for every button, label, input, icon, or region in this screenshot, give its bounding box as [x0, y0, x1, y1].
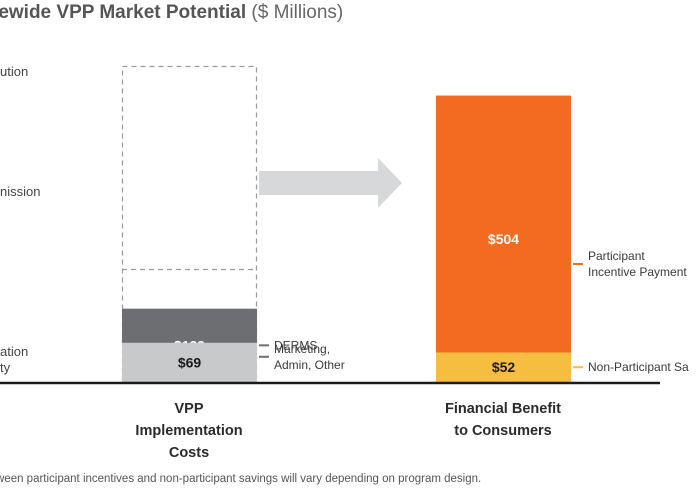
category-label-1-1: to Consumers — [454, 423, 552, 439]
left-label-transmission: nission — [0, 184, 41, 199]
segment-label-marketing-admin-other-1: Admin, Other — [274, 358, 345, 372]
segment-label-non-participant-savings-0: Non-Participant Sa — [588, 360, 689, 374]
left-label-distribution: ution — [0, 64, 29, 79]
data-label-non-participant-savings: $52 — [492, 359, 516, 375]
category-label-0-1: Implementation — [135, 423, 242, 439]
chart-title: tewide VPP Market Potential ($ Millions) — [0, 2, 343, 24]
category-label-0-2: Costs — [169, 445, 209, 461]
footnote: ween participant incentives and non-part… — [0, 473, 482, 485]
left-label-capacity: ty — [0, 360, 11, 375]
data-label-participant-incentive-payments: $504 — [488, 231, 519, 247]
transition-arrow — [259, 158, 402, 208]
category-label-0-0: VPP — [174, 401, 203, 417]
category-label-1-0: Financial Benefit — [445, 401, 561, 417]
segment-label-participant-incentive-payments-0: Participant — [588, 249, 645, 263]
segment-label-participant-incentive-payments-1: Incentive Payment — [588, 265, 687, 279]
title-unit: ($ Millions) — [251, 2, 344, 23]
bar-segment-non-participant-savings — [436, 352, 571, 382]
left-label-generation: ation — [0, 344, 29, 359]
segment-label-derms-0: DERMS — [274, 338, 317, 352]
segment-label-marketing-admin-other-0: Marketing, — [274, 342, 330, 356]
title-text: tewide VPP Market Potential — [0, 2, 247, 23]
bar-segment-participant-incentive-payments — [436, 95, 571, 382]
data-label-marketing-admin-other: $69 — [178, 354, 202, 370]
bar-segment-marketing-admin-other — [122, 342, 257, 382]
